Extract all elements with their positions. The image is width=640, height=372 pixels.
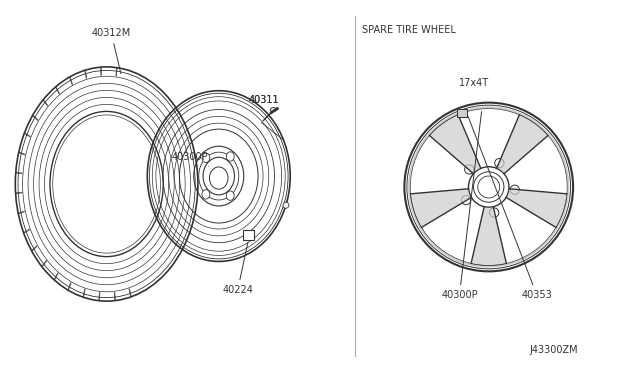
- Ellipse shape: [245, 231, 252, 238]
- Text: 40224: 40224: [222, 242, 253, 295]
- Ellipse shape: [490, 208, 499, 217]
- Ellipse shape: [227, 152, 234, 161]
- Text: 40353: 40353: [468, 116, 552, 300]
- FancyBboxPatch shape: [243, 230, 255, 240]
- Polygon shape: [471, 207, 506, 266]
- Text: 40300P: 40300P: [441, 112, 481, 300]
- Text: 40311: 40311: [248, 94, 279, 105]
- Text: 40312M: 40312M: [92, 28, 131, 74]
- Ellipse shape: [465, 165, 474, 174]
- Ellipse shape: [283, 202, 289, 208]
- Ellipse shape: [510, 185, 520, 194]
- FancyBboxPatch shape: [457, 109, 467, 117]
- Text: SPARE TIRE WHEEL: SPARE TIRE WHEEL: [362, 25, 456, 35]
- Ellipse shape: [202, 190, 210, 199]
- Text: 40300P: 40300P: [171, 152, 209, 166]
- Text: 40311: 40311: [248, 94, 279, 105]
- Text: 17x4T: 17x4T: [459, 78, 489, 88]
- Polygon shape: [411, 189, 472, 227]
- Text: J43300ZM: J43300ZM: [529, 345, 578, 355]
- Ellipse shape: [227, 191, 234, 201]
- Ellipse shape: [202, 153, 210, 163]
- Ellipse shape: [495, 158, 504, 168]
- Polygon shape: [429, 115, 481, 174]
- Ellipse shape: [461, 195, 471, 205]
- Polygon shape: [506, 189, 567, 227]
- Polygon shape: [497, 115, 548, 174]
